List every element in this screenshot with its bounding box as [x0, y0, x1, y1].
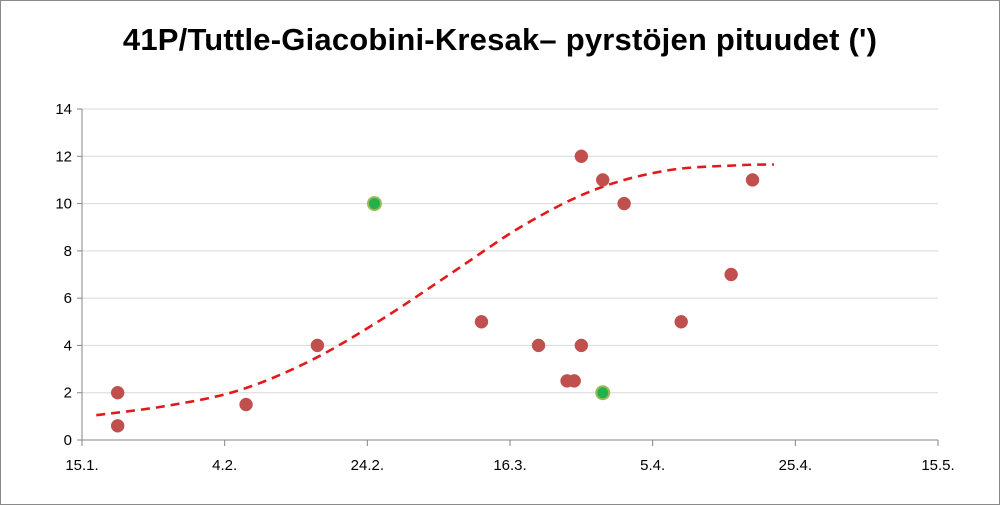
- red-data-point: [617, 196, 631, 211]
- y-tick-label: 10: [55, 196, 72, 213]
- chart-title: 41P/Tuttle-Giacobini-Kresak– pyrstöjen p…: [122, 22, 878, 57]
- y-tick-label: 4: [64, 337, 72, 354]
- points-layer: [110, 149, 760, 433]
- x-tick-label: 16.3.: [493, 457, 526, 474]
- x-tick-label: 15.1.: [65, 457, 98, 474]
- green-data-point: [366, 196, 382, 212]
- red-data-point: [574, 149, 589, 164]
- trendline: [96, 163, 774, 417]
- red-data-point: [674, 315, 688, 329]
- red-data-point: [574, 338, 589, 353]
- y-tick-label: 8: [64, 243, 72, 260]
- x-tick-label: 25.4.: [779, 457, 812, 474]
- trendline-layer: [96, 163, 774, 417]
- x-tick-label: 24.2.: [351, 457, 384, 474]
- y-tick-label: 12: [55, 148, 72, 165]
- red-data-point: [724, 267, 738, 282]
- red-data-point: [745, 173, 760, 187]
- x-tick-label: 15.5.: [921, 457, 954, 474]
- red-data-point: [310, 338, 325, 353]
- red-data-point: [567, 374, 581, 388]
- red-data-point: [110, 419, 125, 433]
- red-data-point: [239, 397, 253, 412]
- y-tick-label: 2: [64, 385, 72, 402]
- x-tick-label: 5.4.: [640, 457, 665, 474]
- y-tick-label: 0: [64, 432, 72, 449]
- green-data-point: [595, 385, 611, 401]
- x-tick-label: 4.2.: [212, 457, 237, 474]
- axes: [77, 108, 939, 446]
- y-tick-label: 6: [64, 290, 72, 307]
- grid-lines: [82, 108, 938, 394]
- red-data-point: [110, 385, 125, 400]
- red-data-point: [595, 173, 610, 187]
- y-tick-label: 14: [55, 101, 72, 118]
- tick-labels: 0 2 4 6 8 10 12 14 15.1. 4.2. 24.2. 16.3. 5.4. 25.4. 1…: [55, 101, 954, 474]
- red-data-point: [474, 315, 489, 329]
- red-data-point: [531, 338, 546, 353]
